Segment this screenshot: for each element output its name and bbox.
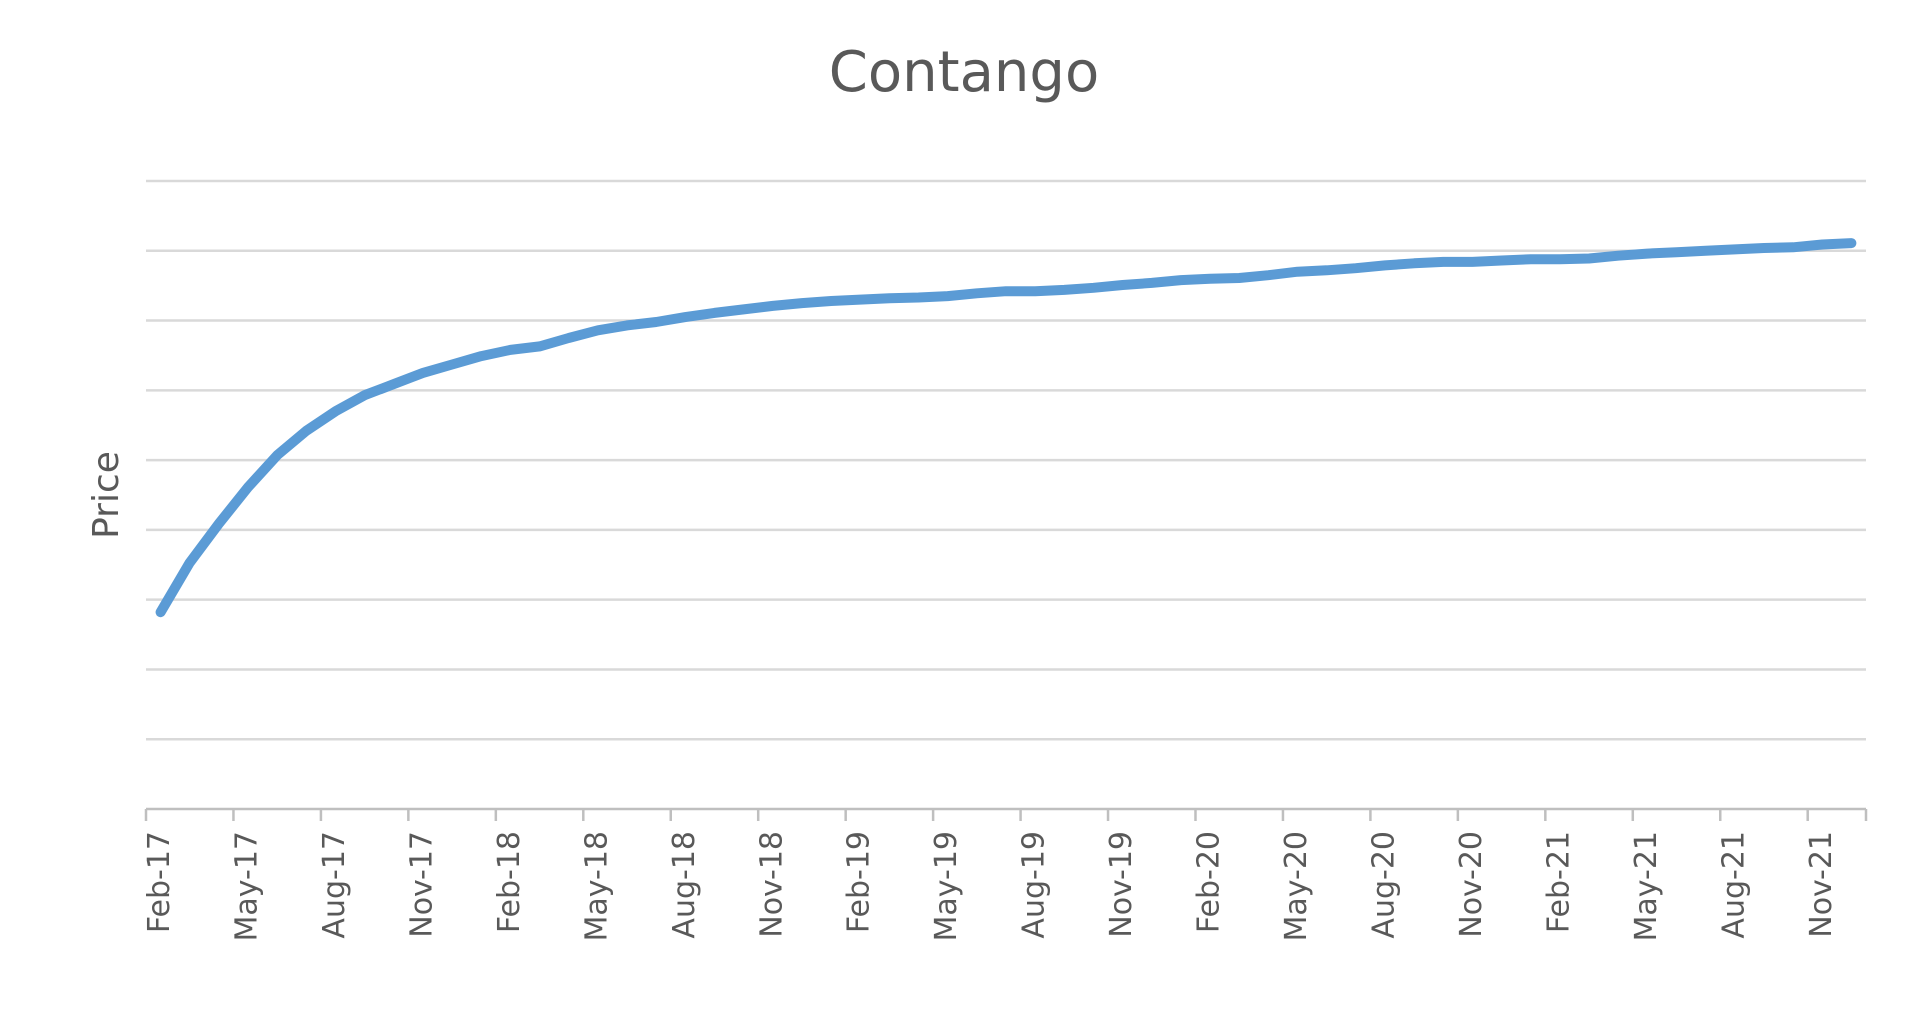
x-tick-label: Feb-20 (1192, 831, 1227, 933)
x-tick-label: Feb-18 (492, 831, 527, 933)
x-tick-label: Aug-20 (1366, 831, 1401, 939)
x-tick-label: Nov-19 (1104, 831, 1139, 938)
x-tick-label: Aug-21 (1716, 831, 1751, 939)
x-tick-label: Aug-17 (317, 831, 352, 939)
x-tick-label: May-18 (579, 831, 614, 942)
x-tick-label: May-19 (929, 831, 964, 942)
x-tick-label: Feb-17 (142, 831, 177, 933)
x-tick-label: Aug-18 (667, 831, 702, 939)
x-tick-label: May-20 (1279, 831, 1314, 942)
data-line (155, 238, 1857, 618)
x-tick-label: Nov-18 (754, 831, 789, 938)
x-tick-label: May-17 (230, 831, 265, 942)
x-tick-label: May-21 (1629, 831, 1664, 942)
x-tick-label: Nov-20 (1454, 831, 1489, 938)
x-tick-label: Nov-21 (1804, 831, 1839, 938)
x-tick-label: Feb-19 (842, 831, 877, 933)
x-tick-label: Nov-17 (404, 831, 439, 938)
y-axis-label: Price (86, 451, 127, 539)
chart-title: Contango (829, 40, 1099, 105)
x-tick-label: Feb-21 (1541, 831, 1576, 933)
x-tick-label: Aug-19 (1017, 831, 1052, 939)
